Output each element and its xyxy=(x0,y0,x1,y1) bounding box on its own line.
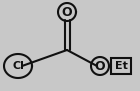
Text: Et: Et xyxy=(115,61,127,71)
Text: O: O xyxy=(95,60,105,73)
Text: O: O xyxy=(62,5,72,18)
Bar xyxy=(111,58,131,74)
Text: Cl: Cl xyxy=(12,61,24,71)
